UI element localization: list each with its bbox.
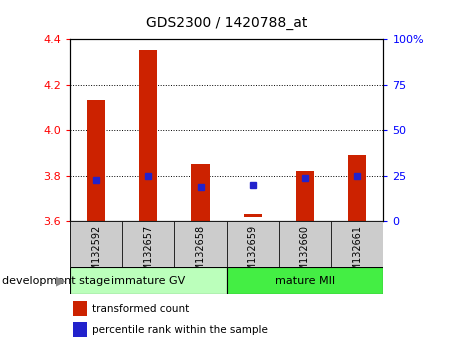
Bar: [139, 50, 157, 221]
Bar: [73, 322, 87, 337]
Text: ▶: ▶: [56, 274, 65, 287]
Text: GSM132659: GSM132659: [248, 225, 258, 284]
Text: GSM132658: GSM132658: [195, 225, 206, 284]
Bar: [191, 164, 210, 221]
Text: percentile rank within the sample: percentile rank within the sample: [92, 325, 268, 336]
Bar: [279, 221, 331, 267]
Text: GSM132661: GSM132661: [352, 225, 362, 284]
Bar: [296, 171, 314, 221]
Text: GSM132657: GSM132657: [143, 225, 153, 284]
Text: GSM132592: GSM132592: [91, 225, 101, 284]
Bar: [244, 215, 262, 217]
Text: GDS2300 / 1420788_at: GDS2300 / 1420788_at: [146, 16, 307, 30]
Bar: [226, 267, 383, 294]
Bar: [70, 267, 226, 294]
Text: development stage: development stage: [2, 275, 110, 286]
Text: transformed count: transformed count: [92, 304, 189, 314]
Bar: [175, 221, 226, 267]
Bar: [87, 101, 105, 221]
Bar: [73, 301, 87, 316]
Bar: [348, 155, 366, 221]
Bar: [70, 221, 122, 267]
Bar: [331, 221, 383, 267]
Text: mature MII: mature MII: [275, 275, 335, 286]
Bar: [122, 221, 175, 267]
Text: immature GV: immature GV: [111, 275, 185, 286]
Bar: [226, 221, 279, 267]
Text: GSM132660: GSM132660: [300, 225, 310, 284]
